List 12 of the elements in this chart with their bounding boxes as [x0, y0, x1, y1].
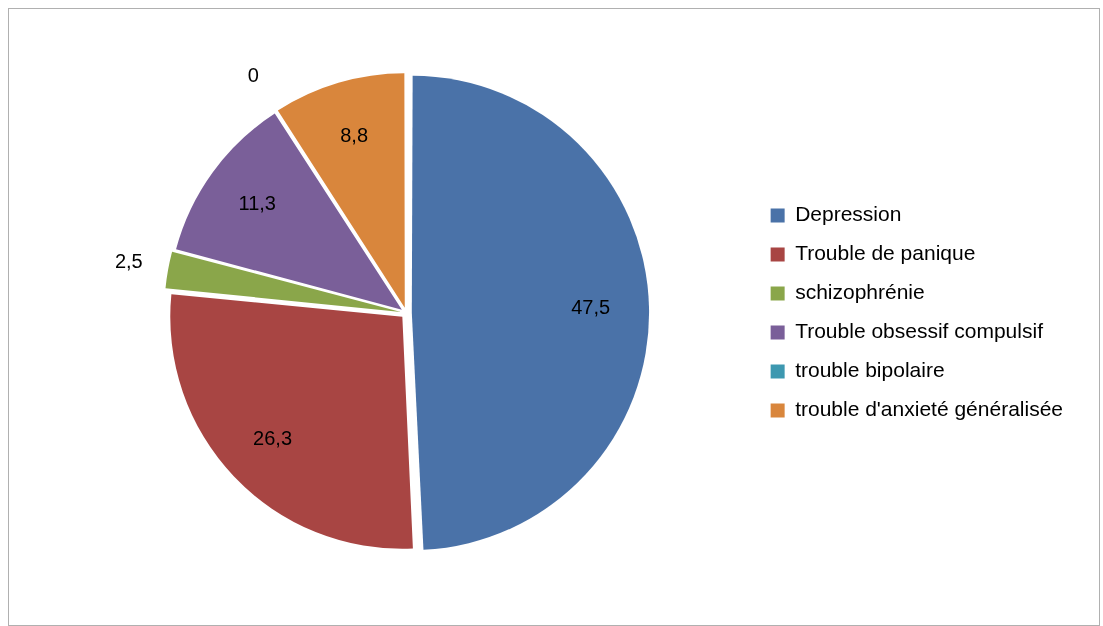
data-label: 26,3: [253, 427, 293, 450]
data-label: 47,5: [571, 296, 611, 319]
data-label: 8,8: [340, 123, 369, 146]
legend-label: schizophrénie: [795, 280, 925, 304]
data-label: 2,5: [114, 250, 143, 273]
legend-label: trouble bipolaire: [795, 358, 945, 382]
legend-label: trouble d'anxieté généralisée: [795, 397, 1064, 421]
legend-label: Depression: [795, 202, 902, 226]
legend-label: Trouble de panique: [795, 241, 976, 265]
data-label: 11,3: [238, 192, 276, 215]
text: 0: [247, 63, 259, 86]
legend-label: Trouble obsessif compulsif: [795, 319, 1044, 343]
